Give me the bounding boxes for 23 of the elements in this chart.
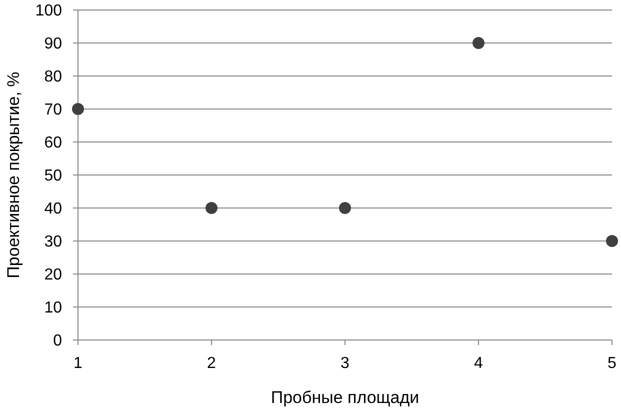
y-tick-label: 10 xyxy=(44,300,62,317)
y-tick-label: 40 xyxy=(44,200,62,218)
y-tick-label: 20 xyxy=(44,266,62,284)
point xyxy=(606,235,618,247)
point xyxy=(339,202,351,214)
y-tick-label: 100 xyxy=(35,2,62,20)
point xyxy=(72,103,84,115)
y-tick-label: 70 xyxy=(44,102,62,119)
x-tick-label: 1 xyxy=(74,355,83,372)
point xyxy=(206,202,218,214)
point xyxy=(472,37,484,49)
x-tick-label: 4 xyxy=(474,355,484,372)
y-tick-label: 50 xyxy=(44,168,62,185)
x-tick-label: 3 xyxy=(340,355,350,372)
y-axis-title: Проективное покрытие, % xyxy=(4,72,23,278)
y-tick-label: 60 xyxy=(44,134,62,152)
x-tick-label: 5 xyxy=(608,355,617,372)
y-tick-label: 0 xyxy=(53,332,62,350)
x-tick-label: 2 xyxy=(207,355,216,372)
y-tick-label: 90 xyxy=(44,36,62,53)
y-tick-label: 30 xyxy=(44,234,62,251)
y-tick-label: 80 xyxy=(44,68,62,86)
x-axis-title: Пробные площади xyxy=(270,388,420,407)
